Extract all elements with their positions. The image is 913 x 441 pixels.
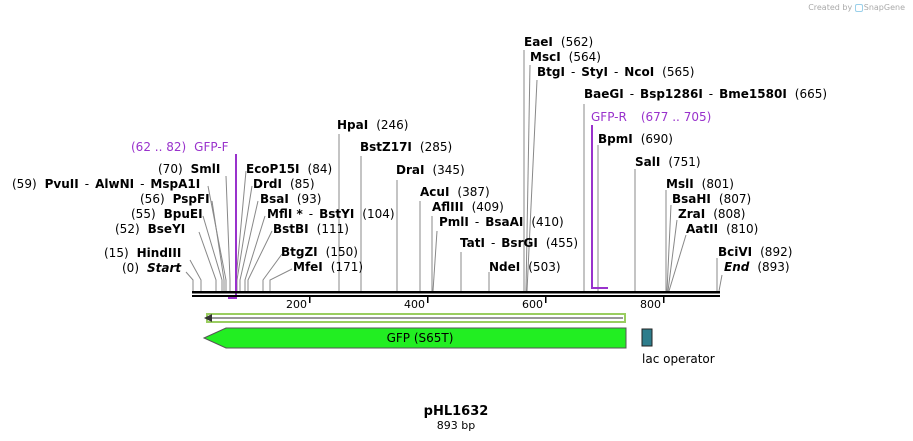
tick-800: 800 [640, 298, 661, 311]
plasmid-size: 893 bp [437, 419, 475, 432]
site-leader-lines [185, 50, 723, 292]
site-drai[interactable]: DraI (345) [396, 163, 465, 177]
site-mfli[interactable]: MflI * - BstYI (104) [267, 207, 395, 221]
primer-gfp-r-marker[interactable] [591, 125, 608, 289]
site-hpai[interactable]: HpaI (246) [337, 118, 408, 132]
site-pvuii[interactable]: (59) PvuII - AlwNI - MspA1I [12, 177, 200, 191]
tick-200: 200 [286, 298, 307, 311]
site-bpuei[interactable]: (55) BpuEI [131, 207, 203, 221]
site-end[interactable]: End (893) [724, 260, 790, 274]
site-pspfi[interactable]: (56) PspFI [140, 192, 210, 206]
tick-600: 600 [522, 298, 543, 311]
site-btgi[interactable]: BtgI - StyI - NcoI (565) [537, 65, 694, 79]
snapgene-credit: Created by SnapGene [808, 3, 905, 12]
site-labels: (0) Start (15) HindIII (52) BseYI (55) BpuEI… [12, 35, 827, 275]
site-mfei[interactable]: MfeI (171) [293, 260, 363, 274]
site-bstbi[interactable]: BstBI (111) [273, 222, 349, 236]
snapgene-logo-icon [854, 3, 863, 12]
site-bsahi[interactable]: BsaHI (807) [672, 192, 751, 206]
feature-lac-label: lac operator [642, 352, 715, 366]
credit-prefix: Created by [808, 3, 853, 12]
site-start[interactable]: (0) Start [122, 261, 182, 275]
primer-gfp-f-label[interactable]: (62 .. 82) GFP-F [131, 140, 229, 154]
site-drdi[interactable]: DrdI (85) [253, 177, 315, 191]
site-zrai[interactable]: ZraI (808) [678, 207, 745, 221]
site-tati[interactable]: TatI - BsrGI (455) [460, 236, 578, 250]
site-aatii[interactable]: AatII (810) [686, 222, 758, 236]
site-acui[interactable]: AcuI (387) [420, 185, 490, 199]
site-eaei[interactable]: EaeI (562) [524, 35, 593, 49]
ruler: 200 400 600 800 [286, 297, 665, 311]
site-ndei[interactable]: NdeI (503) [489, 260, 561, 274]
site-pmli[interactable]: PmlI - BsaAI (410) [439, 215, 564, 229]
site-bcivi[interactable]: BciVI (892) [718, 245, 792, 259]
site-bstz17i[interactable]: BstZ17I (285) [360, 140, 452, 154]
credit-brand: SnapGene [863, 3, 905, 12]
feature-gfp-label: GFP (S65T) [387, 331, 454, 345]
orf-arrow[interactable] [204, 313, 626, 323]
dna-backbone [192, 291, 720, 297]
site-msci[interactable]: MscI (564) [530, 50, 601, 64]
site-ecop15i[interactable]: EcoP15I (84) [246, 162, 332, 176]
site-sali[interactable]: SalI (751) [635, 155, 701, 169]
site-msli[interactable]: MslI (801) [666, 177, 734, 191]
site-smli[interactable]: (70) SmlI [158, 162, 220, 176]
plasmid-name: pHL1632 [424, 404, 489, 419]
site-btgzi[interactable]: BtgZI (150) [281, 245, 358, 259]
feature-lac-operator[interactable]: lac operator [641, 328, 715, 366]
site-bpmi[interactable]: BpmI (690) [598, 132, 673, 146]
site-baegi[interactable]: BaeGI - Bsp1286I - Bme1580I (665) [584, 87, 827, 101]
site-bseyi[interactable]: (52) BseYI [115, 222, 185, 236]
site-hindiii[interactable]: (15) HindIII [104, 246, 181, 260]
site-bsai[interactable]: BsaI (93) [260, 192, 322, 206]
site-afliii[interactable]: AflIII (409) [432, 200, 504, 214]
tick-400: 400 [404, 298, 425, 311]
primer-gfp-r-label[interactable]: GFP-R (677 .. 705) [591, 110, 711, 124]
primer-gfp-f-marker[interactable] [228, 154, 237, 299]
feature-gfp[interactable]: GFP (S65T) [202, 327, 627, 349]
